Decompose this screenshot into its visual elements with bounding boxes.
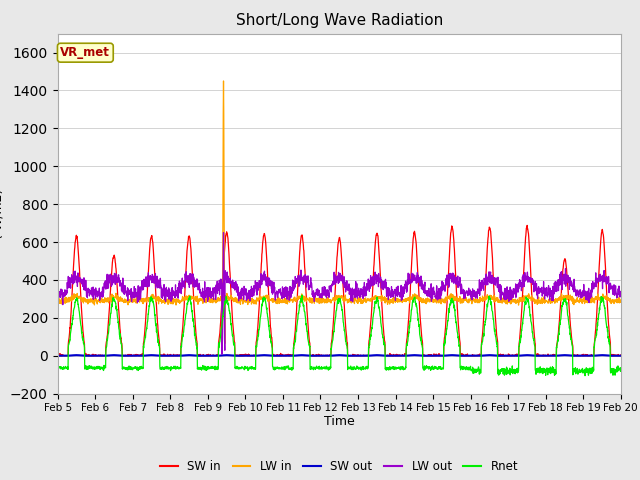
LW out [218, 351, 226, 357]
SW in [211, 353, 219, 359]
Rnet [368, 326, 376, 332]
SW in [568, 334, 575, 340]
SW in [368, 301, 376, 307]
Rnet [503, 365, 511, 371]
SW in [524, 223, 531, 228]
SW in [617, 352, 625, 358]
Rnet [583, 369, 591, 374]
LW in [356, 299, 364, 304]
Text: VR_met: VR_met [60, 46, 110, 59]
SW out [54, 353, 61, 359]
Line: LW in: LW in [58, 81, 621, 353]
Rnet [211, 367, 218, 372]
LW out [504, 288, 511, 294]
LW in [504, 301, 511, 307]
SW out [356, 353, 364, 359]
Line: Rnet: Rnet [58, 295, 621, 376]
SW out [503, 353, 511, 359]
LW in [369, 295, 376, 300]
Title: Short/Long Wave Radiation: Short/Long Wave Radiation [236, 13, 443, 28]
SW out [211, 353, 219, 359]
SW out [568, 353, 575, 359]
SW out [72, 352, 80, 358]
SW in [503, 353, 511, 359]
Line: LW out: LW out [58, 232, 621, 354]
Line: SW out: SW out [58, 355, 621, 356]
Rnet [581, 373, 589, 379]
Rnet [54, 365, 61, 371]
SW out [583, 353, 591, 359]
SW in [356, 353, 364, 359]
LW out [54, 286, 61, 291]
LW out [369, 275, 376, 281]
Rnet [568, 336, 575, 342]
SW out [368, 353, 376, 359]
LW in [211, 298, 218, 303]
X-axis label: Time: Time [324, 415, 355, 428]
LW in [220, 78, 227, 84]
Y-axis label: ( W/m2): ( W/m2) [0, 189, 4, 239]
LW out [356, 291, 364, 297]
LW in [617, 297, 625, 302]
SW in [54, 352, 61, 358]
LW out [568, 278, 575, 284]
Line: SW in: SW in [58, 226, 621, 356]
LW in [568, 297, 575, 302]
LW in [583, 297, 591, 302]
LW out [617, 293, 625, 299]
Rnet [617, 367, 625, 373]
Rnet [356, 365, 364, 371]
Rnet [298, 292, 306, 298]
LW in [54, 298, 61, 304]
LW out [211, 287, 218, 292]
SW in [54, 353, 61, 359]
LW out [220, 229, 227, 235]
SW out [617, 353, 625, 359]
Legend: SW in, LW in, SW out, LW out, Rnet: SW in, LW in, SW out, LW out, Rnet [156, 455, 523, 478]
LW out [583, 291, 591, 297]
LW in [218, 350, 226, 356]
SW in [583, 353, 591, 359]
